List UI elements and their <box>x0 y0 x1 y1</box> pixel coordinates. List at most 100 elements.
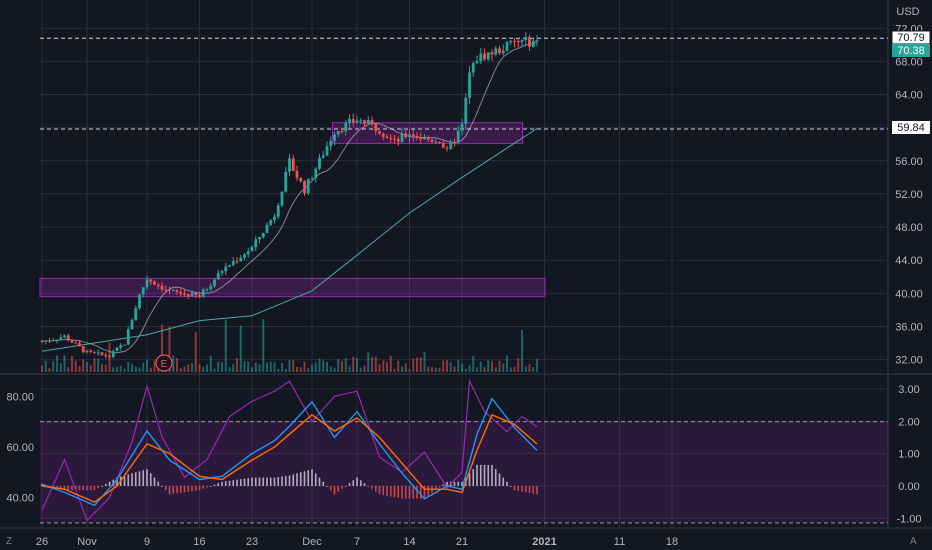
earnings-marker[interactable]: E <box>155 354 173 372</box>
candle-body <box>381 133 385 137</box>
candle-body <box>149 279 153 282</box>
macd-histogram-bar <box>168 485 171 495</box>
volume-bar <box>134 366 137 372</box>
volume-bar <box>386 362 388 372</box>
macd-histogram-bar <box>127 474 130 486</box>
candle-body <box>261 233 265 238</box>
candle-body <box>85 350 89 353</box>
macd-histogram-bar <box>506 481 508 486</box>
volume-bar <box>116 366 118 372</box>
volume-bar <box>243 361 246 372</box>
volume-bar <box>63 355 66 372</box>
volume-bar <box>491 361 493 372</box>
candle-body <box>231 261 235 266</box>
candle-body <box>115 347 119 352</box>
candle-body <box>528 37 531 47</box>
volume-bar <box>101 363 103 372</box>
volume-bar <box>56 355 58 372</box>
macd-histogram-bar <box>532 485 535 494</box>
volume-bar <box>146 360 148 372</box>
candle-body <box>445 147 449 149</box>
price-axis-tick-label: 36.00 <box>895 321 923 333</box>
volume-bar <box>281 362 283 372</box>
volume-bar <box>434 367 437 372</box>
macd-histogram-bar <box>239 479 242 486</box>
currency-label[interactable]: USD <box>896 6 919 18</box>
volume-bar <box>389 355 392 372</box>
macd-histogram-bar <box>472 469 475 486</box>
macd-histogram-bar <box>116 477 118 486</box>
candle-body <box>179 291 183 294</box>
volume-bar <box>446 360 448 372</box>
candle-body <box>59 337 63 340</box>
macd-histogram-bar <box>442 484 445 486</box>
volume-bar <box>333 368 336 372</box>
candle-body <box>104 354 108 357</box>
volume-bar <box>472 356 475 372</box>
volume-bar <box>453 366 456 372</box>
candle-body <box>524 37 528 41</box>
candle-body <box>44 340 48 342</box>
volume-bar <box>48 367 51 372</box>
candle-body <box>288 158 291 172</box>
candle-body <box>396 139 400 142</box>
candle-body <box>471 63 475 73</box>
volume-bar <box>149 367 152 372</box>
macd-histogram-bar <box>502 477 505 486</box>
time-axis-tick-label: 18 <box>666 536 678 548</box>
volume-bar <box>71 356 73 372</box>
volume-bar <box>479 361 482 372</box>
volume-bar <box>326 362 328 372</box>
candle-body <box>460 123 464 131</box>
macd-histogram-bar <box>374 485 377 492</box>
volume-bar <box>521 330 523 372</box>
volume-bar <box>513 366 516 372</box>
indicator-pane <box>40 378 888 524</box>
candle-body <box>355 120 359 123</box>
volume-bar <box>266 362 268 372</box>
volume-bar <box>337 358 340 372</box>
candle-body <box>228 265 231 267</box>
rsi-band <box>40 421 888 523</box>
candle-body <box>134 308 138 321</box>
volume-bar <box>378 364 381 372</box>
time-axis-tick-label: 14 <box>403 536 415 548</box>
candle-body <box>329 140 333 147</box>
macd-histogram-bar <box>521 485 523 492</box>
candle-body <box>198 295 201 298</box>
candle-body <box>314 168 318 179</box>
macd-histogram-bar <box>356 477 358 486</box>
macd-histogram-bar <box>528 485 531 493</box>
zoom-reset-button[interactable]: Z <box>6 536 12 547</box>
volume-bar <box>408 368 411 372</box>
candle-body <box>205 289 209 291</box>
volume-bar <box>67 366 70 372</box>
candle-body <box>243 254 246 258</box>
volume-bar <box>401 366 403 372</box>
volume-bar <box>506 355 508 372</box>
volume-bar <box>296 366 298 372</box>
volume-bar <box>288 359 291 372</box>
candle-body <box>254 239 258 248</box>
candle-body <box>509 40 513 43</box>
volume-bar <box>449 362 452 372</box>
time-axis-tick-label: Nov <box>77 536 97 548</box>
macd-histogram-bar <box>232 480 235 486</box>
volume-bar <box>412 358 415 372</box>
macd-histogram-bar <box>202 485 205 489</box>
candle-body <box>63 335 66 338</box>
auto-scale-button[interactable]: A <box>910 536 917 547</box>
resistance-badge-text: 70.79 <box>897 32 925 44</box>
candle-body <box>535 40 539 42</box>
earnings-marker-circle[interactable] <box>155 354 173 372</box>
volume-bar <box>483 367 486 372</box>
candle-body <box>51 340 55 342</box>
candle-body <box>171 290 175 292</box>
macd-histogram-bar <box>108 481 111 486</box>
macd-histogram-bar <box>483 464 486 486</box>
last-price-text: 70.38 <box>897 45 925 57</box>
macd-histogram-bar <box>194 485 197 491</box>
volume-bar <box>86 362 88 372</box>
